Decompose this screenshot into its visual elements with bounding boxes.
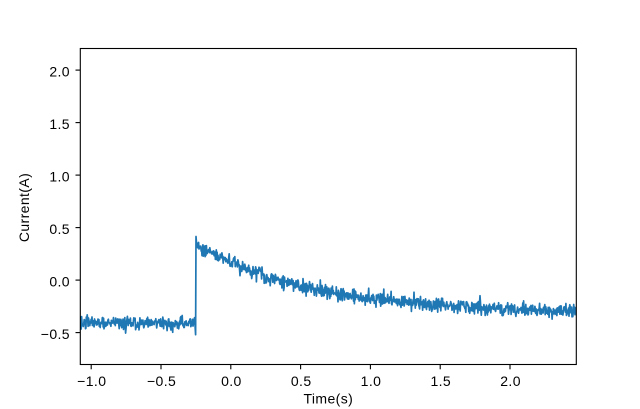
svg-text:−0.5: −0.5 — [41, 326, 70, 342]
svg-text:−0.5: −0.5 — [147, 373, 176, 389]
svg-text:0.5: 0.5 — [291, 373, 312, 389]
svg-text:Current(A): Current(A) — [16, 173, 32, 242]
svg-text:2.0: 2.0 — [49, 64, 70, 80]
svg-text:−1.0: −1.0 — [77, 373, 106, 389]
svg-text:2.0: 2.0 — [500, 373, 521, 389]
svg-text:0.0: 0.0 — [49, 274, 70, 290]
svg-text:1.0: 1.0 — [361, 373, 382, 389]
svg-text:1.5: 1.5 — [430, 373, 451, 389]
svg-text:1.5: 1.5 — [49, 116, 70, 132]
svg-text:0.5: 0.5 — [49, 221, 70, 237]
svg-text:Time(s): Time(s) — [303, 390, 353, 406]
svg-text:1.0: 1.0 — [49, 169, 70, 185]
svg-text:0.0: 0.0 — [221, 373, 242, 389]
